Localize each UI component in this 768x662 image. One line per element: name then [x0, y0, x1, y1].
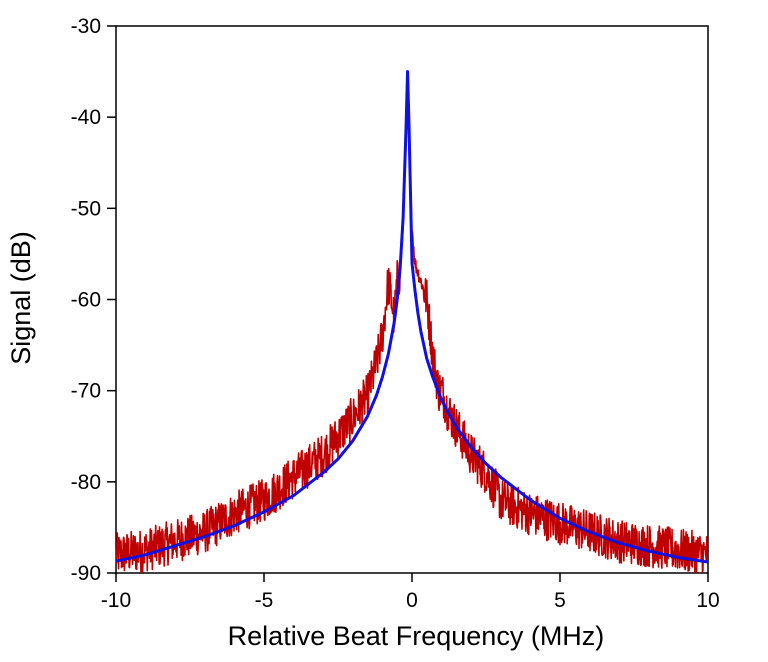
y-axis-label: Signal (dB)	[6, 231, 36, 365]
y-tick-label: -90	[71, 562, 101, 585]
x-tick-label: 10	[696, 589, 719, 612]
measured-signal-line	[115, 99, 709, 573]
x-tick-label: -5	[255, 589, 274, 612]
y-tick-label: -60	[71, 289, 101, 312]
y-tick-label: -50	[71, 197, 101, 220]
x-tick-label: 0	[406, 589, 418, 612]
x-tick-label: 5	[554, 589, 566, 612]
fit-curve-line	[115, 70, 709, 564]
y-tick-label: -80	[71, 471, 101, 494]
series-layer	[115, 70, 709, 573]
y-tick-label: -30	[71, 15, 101, 38]
y-tick-label: -40	[71, 106, 101, 129]
y-tick-label: -70	[71, 380, 101, 403]
plot-frame	[115, 25, 709, 574]
x-axis-label: Relative Beat Frequency (MHz)	[228, 621, 605, 651]
axis-layer: -10 -5 0 5 10-90-80-70-60-50-40-30	[71, 15, 720, 612]
x-tick-label: -10	[101, 589, 131, 612]
